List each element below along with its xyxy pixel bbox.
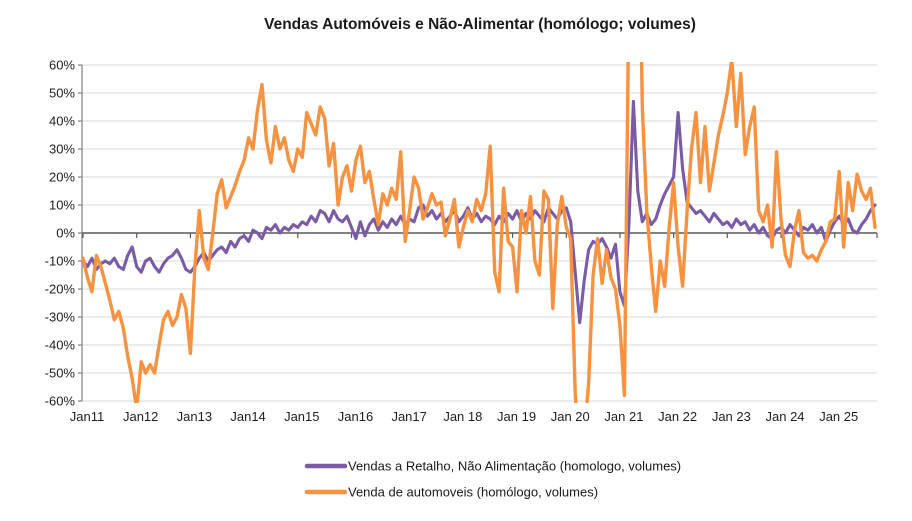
y-tick-label: 30% (49, 142, 75, 157)
x-tick-label: Jan 23 (712, 409, 751, 424)
y-tick-label: -30% (45, 310, 76, 325)
automoveis-series-line (82, 62, 877, 403)
y-tick-label: -40% (45, 338, 76, 353)
y-axis: 60% 50% 40% 30% 20% 10% 0% -10% -20% -30% -40% -50%… (45, 58, 83, 409)
chart-title: Vendas Automóveis e Não-Alimentar (homól… (264, 16, 696, 33)
legend-item-automoveis: Venda de automoveis (homólogo, volumes) (304, 485, 598, 500)
legend-label-retalho: Vendas a Retalho, Não Alimentação (homol… (348, 459, 681, 474)
y-tick-label: 60% (49, 58, 75, 73)
y-tick-label: 40% (49, 114, 75, 129)
y-tick-label: -20% (45, 282, 76, 297)
y-tick-label: -50% (45, 366, 76, 381)
x-tick-label: Jan 22 (658, 409, 697, 424)
x-tick-label: Jan11 (70, 409, 104, 424)
legend-item-retalho: Vendas a Retalho, Não Alimentação (homol… (304, 459, 681, 474)
x-tick-label: Jan14 (230, 409, 265, 424)
y-tick-label: 0% (56, 226, 75, 241)
y-tick-label: 20% (49, 170, 75, 185)
x-tick-label: Jan12 (123, 409, 158, 424)
x-tick-label: Jan 24 (766, 409, 805, 424)
legend: Vendas a Retalho, Não Alimentação (homol… (304, 459, 681, 500)
y-tick-label: 50% (49, 86, 75, 101)
x-tick-label: Jan16 (338, 409, 373, 424)
x-tick-label: Jan15 (284, 409, 319, 424)
data-series (82, 62, 877, 403)
y-tick-label: -60% (45, 394, 76, 409)
x-axis: Jan11 Jan12 Jan13 Jan14 Jan15 Jan16 Jan17 Jan 1… (70, 233, 878, 424)
x-tick-label: Jan 18 (443, 409, 482, 424)
y-tick-label: -10% (45, 254, 76, 269)
retalho-series-line (82, 99, 877, 325)
x-tick-label: Jan 20 (551, 409, 590, 424)
legend-label-automoveis: Venda de automoveis (homólogo, volumes) (348, 485, 598, 500)
y-tick-label: 10% (49, 198, 75, 213)
x-tick-label: Jan 19 (497, 409, 536, 424)
x-tick-label: Jan 25 (819, 409, 858, 424)
x-tick-label: Jan 21 (604, 409, 643, 424)
x-tick-label: Jan17 (391, 409, 426, 424)
x-tick-label: Jan13 (177, 409, 212, 424)
